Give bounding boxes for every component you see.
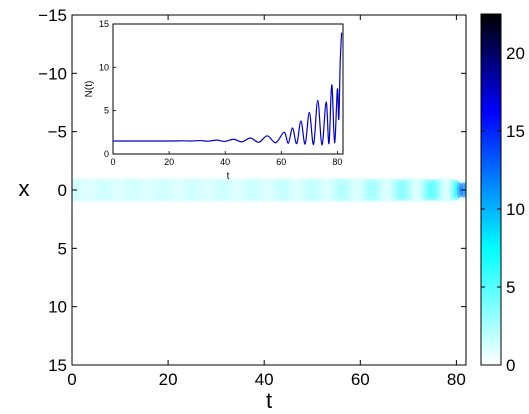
inset-y-tick-label: 10 [99, 62, 109, 72]
inset-y-tick-label: 15 [99, 19, 109, 29]
main-x-ticks: 0 20 40 60 80 [67, 15, 466, 389]
main-y-tick-label: −5 [48, 123, 67, 142]
inset-plot: 0 20 40 60 80 0 5 10 15 t N(t) [84, 19, 344, 182]
inset-x-ticks: 0 20 40 60 80 [110, 151, 342, 167]
inset-x-axis-label: t [227, 171, 230, 182]
main-y-tick-label: 5 [58, 239, 67, 258]
inset-series-line [113, 32, 343, 146]
colorbar-tick-label: 10 [506, 200, 525, 219]
inset-x-tick-label: 20 [164, 157, 174, 167]
main-x-tick-label: 40 [255, 370, 274, 389]
main-x-tick-label: 20 [159, 370, 178, 389]
main-x-tick-label: 0 [67, 370, 76, 389]
colorbar-ticks: 0 5 10 15 20 [481, 44, 525, 375]
inset-x-tick-label: 60 [276, 157, 286, 167]
main-y-tick-label: 0 [58, 181, 67, 200]
inset-y-tick-label: 5 [104, 106, 109, 116]
colorbar: 0 5 10 15 20 [480, 13, 525, 375]
inset-x-tick-label: 40 [220, 157, 230, 167]
inset-x-tick-label: 80 [332, 157, 342, 167]
main-x-axis-label: t [266, 388, 272, 413]
main-y-tick-label: −15 [38, 6, 67, 25]
inset-series [113, 32, 343, 146]
colorbar-tick-label: 20 [506, 44, 525, 63]
main-x-tick-label: 60 [351, 370, 370, 389]
main-x-tick-label: 80 [447, 370, 466, 389]
inset-y-ticks: 0 5 10 15 [99, 19, 116, 159]
colorbar-tick-label: 0 [506, 356, 515, 375]
colorbar-tick-label: 5 [506, 278, 515, 297]
heatmap-band [72, 177, 466, 203]
main-y-ticks: −15 −10 −5 0 5 10 15 [38, 6, 466, 375]
colorbar-gradient [480, 13, 502, 366]
inset-x-tick-label: 0 [110, 157, 115, 167]
main-y-tick-label: −10 [38, 64, 67, 83]
main-y-axis-label: x [19, 176, 30, 201]
colorbar-tick-label: 15 [506, 122, 525, 141]
inset-y-tick-label: 0 [104, 149, 109, 159]
inset-plot-background [112, 23, 344, 155]
main-y-tick-label: 10 [48, 298, 67, 317]
main-y-tick-label: 15 [48, 356, 67, 375]
inset-y-axis-label: N(t) [84, 81, 95, 98]
